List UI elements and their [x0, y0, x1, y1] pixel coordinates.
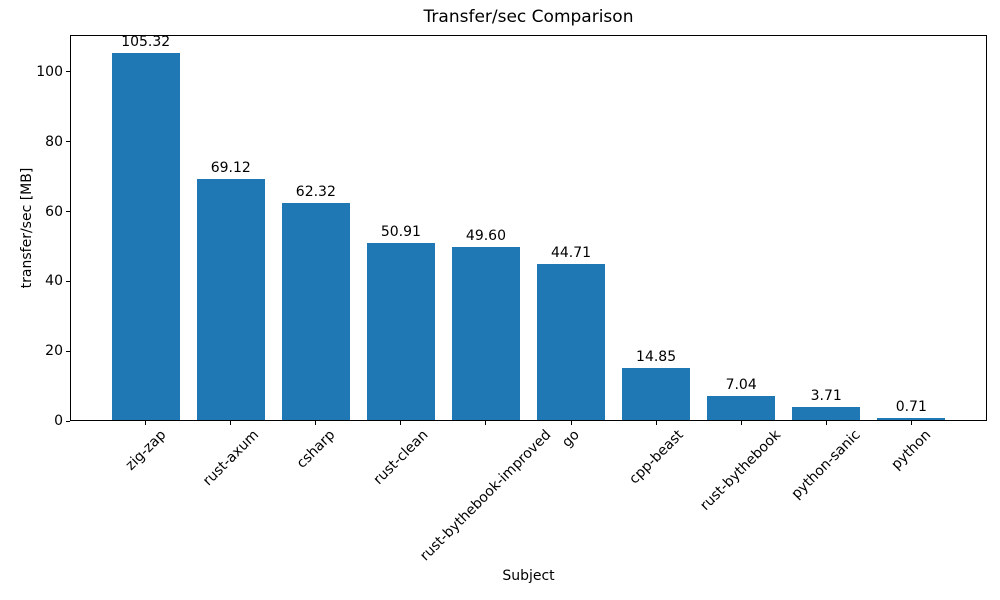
bar-value-label: 44.71 [550, 245, 592, 262]
bar-rust-bythebook-improved [451, 247, 520, 420]
x-tick-label: python-sanic [788, 427, 864, 503]
x-tick-mark [145, 421, 147, 425]
x-tick-mark [825, 421, 827, 425]
y-tick-mark [66, 280, 70, 282]
x-tick-mark [400, 421, 402, 425]
y-tick-label: 60 [45, 203, 63, 220]
y-tick-mark [66, 420, 70, 422]
bar-cpp-beast [622, 368, 691, 420]
bar-value-label: 69.12 [210, 160, 251, 177]
bar-rust-bythebook [707, 395, 776, 420]
x-tick-mark [655, 421, 657, 425]
y-tick-label: 0 [54, 413, 63, 429]
bar-python [877, 417, 946, 420]
x-tick-label: rust-axum [199, 427, 262, 490]
y-tick-mark [66, 211, 70, 213]
bar-value-label: 105.32 [121, 34, 171, 51]
bar-go [537, 264, 606, 420]
x-tick-label: csharp [293, 427, 339, 472]
x-tick-label: python [888, 427, 935, 473]
y-tick-label: 40 [45, 273, 63, 290]
x-tick-label: zig-zap [122, 427, 170, 474]
y-tick-label: 80 [45, 133, 63, 150]
x-tick-label: cpp-beast [625, 427, 687, 488]
bar-value-label: 49.60 [465, 228, 506, 245]
chart-title: Transfer/sec Comparison [423, 7, 634, 27]
bar-value-label: 0.71 [895, 398, 927, 415]
bar-value-label: 3.71 [810, 388, 842, 405]
x-tick-mark [315, 421, 317, 425]
x-tick-label: go [559, 427, 583, 451]
y-tick-label: 20 [45, 343, 63, 360]
bar-value-label: 50.91 [380, 223, 421, 240]
y-tick-mark [66, 71, 70, 73]
bar-value-label: 14.85 [636, 349, 677, 366]
bar-csharp [281, 203, 350, 420]
x-tick-label: rust-bythebook [697, 427, 785, 514]
bar-rust-clean [366, 242, 435, 420]
y-tick-mark [66, 350, 70, 352]
bar-python-sanic [792, 407, 861, 420]
x-tick-mark [910, 421, 912, 425]
x-tick-mark [570, 421, 572, 425]
plot-area: 105.32 69.12 62.32 50.91 49.60 44.71 14.85 7.04… [70, 34, 987, 421]
bar-value-label: 62.32 [295, 184, 336, 201]
bar-zig-zap [111, 53, 180, 420]
y-tick-label: 100 [36, 63, 63, 80]
bar-value-label: 7.04 [725, 376, 757, 393]
y-axis-label: transfer/sec [MB] [19, 167, 35, 289]
x-tick-label: rust-clean [370, 427, 432, 488]
x-tick-mark [740, 421, 742, 425]
x-tick-label: rust-bythebook-improved [417, 427, 555, 565]
y-tick-mark [66, 141, 70, 143]
bar-rust-axum [196, 179, 265, 420]
x-tick-mark [485, 421, 487, 425]
x-tick-mark [230, 421, 232, 425]
x-axis-label: Subject [502, 568, 555, 584]
